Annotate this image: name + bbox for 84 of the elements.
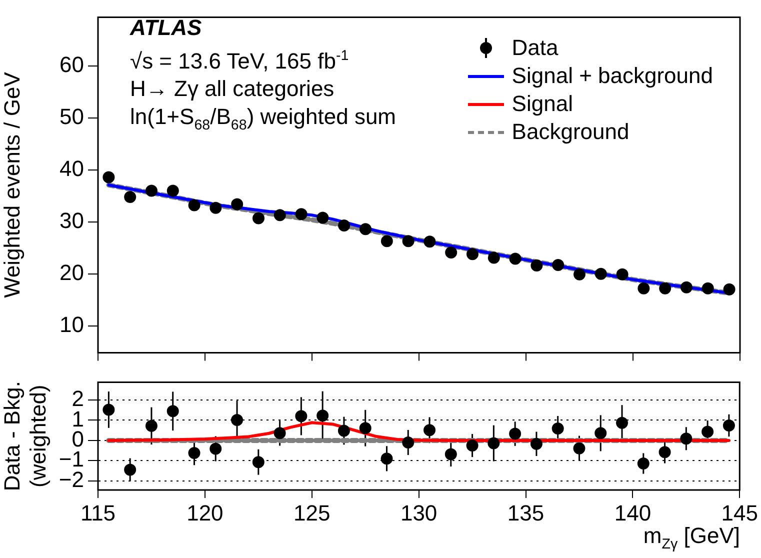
point [252,456,264,468]
point [231,198,244,210]
point [338,424,350,437]
point [166,405,179,418]
point [509,252,522,265]
point [530,260,543,272]
point [509,428,522,440]
point [295,208,308,220]
point [552,422,564,435]
point [252,212,264,224]
point [488,252,500,264]
point [188,446,200,459]
point [360,223,372,236]
point [402,235,414,248]
point [637,458,650,470]
annotation: ATLAS [130,14,203,42]
y-tick-label: 40 [60,156,84,181]
point [295,410,308,422]
point [424,236,436,248]
x-tick-label: 115 [80,500,116,526]
point [723,283,736,296]
point [124,190,136,203]
point [594,268,607,280]
text: Signal [512,91,573,116]
x-axis-title: m$_{Zγ}$ [GeV] [643,522,740,554]
point [338,220,350,232]
y-tick-label: 20 [60,260,84,285]
point [210,442,222,455]
x-tick-label: 145 [721,500,758,526]
point [488,437,500,450]
point [616,268,628,280]
legend-label: Data [512,34,558,62]
point [359,422,372,434]
text: Background [512,119,630,144]
y-axis-title: Data - Bkg. (weighted) [0,381,51,492]
point [530,438,542,450]
annotation: √s = 13.6 TeV, 165 fb$^{-1}$ [130,47,350,76]
x-tick-label: 140 [614,500,652,526]
point [574,268,586,280]
point [702,426,714,438]
point [210,202,222,214]
point [102,404,115,416]
annotation: H→ Zγ all categories [130,75,336,104]
point [402,436,414,448]
point [466,248,478,260]
point [702,282,714,294]
point [274,209,286,222]
point [274,427,286,440]
y-tick-label: 10 [60,312,84,337]
point [444,448,457,460]
point [445,246,458,259]
point [380,235,393,248]
y-tick-label: 50 [60,104,84,130]
x-tick-label: 125 [294,500,330,526]
point [316,212,329,224]
x-tick-label: 130 [400,500,438,526]
point [316,410,329,422]
point [166,184,179,197]
point [722,419,735,432]
y-tick-label: 30 [60,208,84,233]
point [231,414,244,426]
point [380,452,393,465]
point [594,427,607,440]
point [573,442,586,454]
point [424,424,436,436]
point [146,184,158,197]
x-tick-label: 135 [507,500,544,526]
legend-label: Signal + background [512,62,713,90]
point [124,464,136,476]
x-tick-label: 120 [186,500,224,526]
y-tick-label: 60 [60,52,84,78]
point [680,281,692,294]
point [188,199,200,212]
point [638,282,650,294]
point [552,259,564,272]
point [145,420,158,432]
y-axis-title: Weighted events / GeV [0,72,24,298]
point [659,282,672,294]
point [466,440,478,452]
annotation: ln(1+S$_{68}$/B$_{68}$) weighted sum [130,103,396,136]
point [680,432,692,445]
point [616,416,628,429]
point [658,446,671,458]
point [102,171,115,184]
